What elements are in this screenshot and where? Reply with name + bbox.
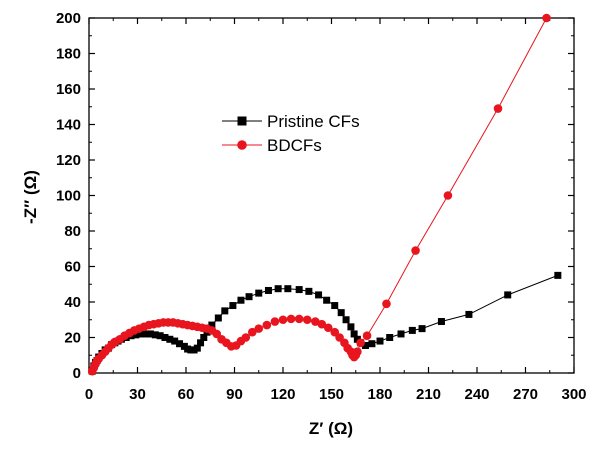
data-point	[264, 286, 272, 294]
x-tick-label: 180	[367, 386, 392, 403]
x-tick-label: 120	[270, 386, 295, 403]
x-axis-label: Z′ (Ω)	[309, 419, 353, 438]
data-point	[241, 333, 251, 342]
series-2	[87, 13, 551, 376]
x-tick-label: 270	[513, 386, 538, 403]
y-tick-label: 180	[56, 46, 81, 63]
x-tick-label: 90	[226, 386, 243, 403]
data-point	[443, 191, 453, 200]
data-point	[132, 331, 140, 339]
y-tick-label: 160	[56, 81, 81, 98]
x-tick-label: 210	[416, 386, 441, 403]
series-layer	[87, 13, 562, 376]
data-point	[323, 323, 333, 333]
data-point	[411, 246, 420, 255]
data-point	[262, 320, 272, 330]
data-point	[305, 287, 313, 295]
y-tick-label: 20	[64, 330, 81, 347]
x-tick-label: 30	[129, 386, 146, 403]
y-axis: 0 20 40 60 80 100 120 140 160 180 200	[56, 10, 574, 382]
x-tick-label: 0	[85, 386, 93, 403]
data-point	[295, 286, 303, 294]
series-line	[91, 17, 547, 372]
data-point	[270, 317, 280, 326]
data-point	[323, 296, 331, 304]
data-point	[166, 335, 174, 343]
y-tick-label: 100	[56, 188, 81, 205]
data-point	[247, 327, 257, 337]
data-point	[356, 338, 365, 348]
data-point	[161, 334, 169, 341]
data-point	[255, 289, 263, 297]
data-point	[302, 315, 312, 325]
legend-marker-pristine	[237, 116, 247, 126]
data-point	[156, 332, 164, 340]
data-point	[317, 319, 327, 329]
data-point	[331, 302, 339, 310]
y-tick-label: 60	[64, 259, 81, 276]
data-point	[542, 13, 551, 23]
x-tick-label: 300	[561, 386, 586, 403]
data-point	[361, 341, 369, 349]
data-point	[504, 291, 512, 299]
data-point	[376, 337, 384, 345]
data-point	[353, 347, 362, 357]
y-tick-label: 80	[64, 223, 81, 240]
data-point	[208, 321, 216, 329]
y-axis-label: -Z′′ (Ω)	[21, 170, 40, 224]
y-tick-label: 0	[73, 365, 81, 382]
y-tick-label: 120	[56, 152, 81, 169]
data-point	[237, 296, 245, 304]
x-tick-label: 240	[464, 386, 489, 403]
data-point	[146, 330, 154, 338]
x-tick-label: 60	[178, 386, 195, 403]
legend-label-pristine: Pristine CFs	[267, 112, 360, 131]
data-point	[350, 330, 358, 338]
data-point	[368, 340, 376, 348]
data-point	[493, 104, 503, 113]
data-point	[554, 271, 562, 279]
data-point	[214, 314, 222, 322]
x-axis: 0 30 60 90 120 150 180 210 240 270 300	[85, 18, 587, 403]
y-tick-label: 200	[56, 10, 81, 27]
data-point	[151, 331, 159, 339]
data-point	[294, 314, 304, 324]
data-point	[229, 302, 237, 310]
data-point	[245, 293, 253, 301]
data-point	[254, 324, 264, 333]
data-point	[386, 334, 394, 341]
data-point	[142, 330, 150, 338]
x-tick-label: 150	[319, 386, 344, 403]
data-point	[197, 339, 205, 347]
y-tick-label: 140	[56, 117, 81, 134]
data-point	[337, 309, 345, 317]
data-point	[193, 344, 201, 352]
data-point	[171, 337, 179, 345]
data-point	[274, 285, 282, 293]
data-point	[465, 310, 473, 318]
data-point	[278, 315, 288, 325]
data-point	[347, 323, 355, 331]
data-point	[342, 316, 350, 324]
legend-marker-bdcfs	[237, 140, 247, 150]
data-point	[137, 330, 145, 338]
data-point	[382, 299, 391, 309]
data-point	[311, 317, 320, 326]
data-point	[221, 307, 229, 315]
data-point	[437, 318, 445, 326]
data-point	[176, 340, 184, 348]
data-point	[353, 335, 361, 343]
data-point	[284, 285, 292, 293]
data-point	[315, 291, 323, 299]
data-point	[286, 314, 296, 324]
y-tick-label: 40	[64, 294, 81, 311]
data-point	[408, 326, 416, 334]
data-point	[200, 334, 208, 341]
data-point	[362, 331, 372, 341]
legend: Pristine CFs BDCFs	[222, 112, 360, 155]
data-point	[397, 330, 405, 338]
data-point	[418, 325, 426, 333]
legend-label-bdcfs: BDCFs	[267, 136, 322, 155]
